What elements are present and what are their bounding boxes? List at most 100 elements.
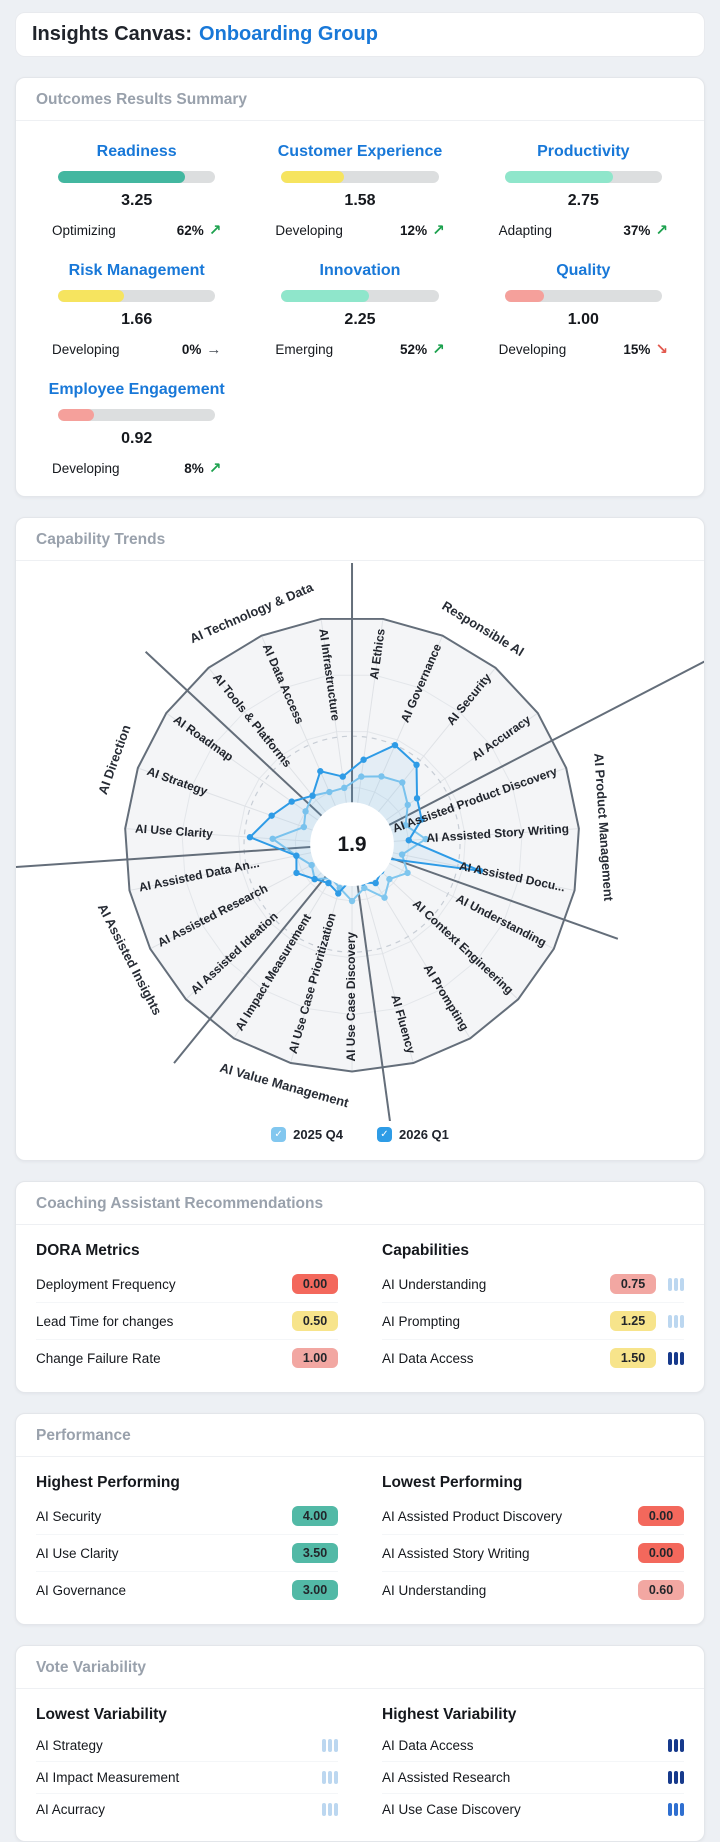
metric-status-row: Developing 8% ↗: [38, 461, 235, 476]
capability-trends-card: Capability Trends 1.9 AI Ethics AI Governa…: [15, 517, 705, 1162]
metric-status-label: Developing: [275, 223, 343, 238]
metric-status-row: Emerging 52% ↗: [261, 342, 458, 357]
performance-section-title: Performance: [16, 1414, 704, 1458]
vote-bars-icon: [668, 1277, 684, 1291]
table-row: AI Security 4.00: [36, 1498, 338, 1536]
radar-series-point: [326, 788, 333, 796]
checkbox-checked-icon[interactable]: ✓: [271, 1127, 287, 1143]
metric-tile-quality: Quality 1.00 Developing 15% ↘: [485, 252, 682, 357]
table-row: AI Strategy: [36, 1730, 338, 1763]
metric-value: 1.66: [121, 311, 153, 328]
coaching-columns: DORA Metrics Deployment Frequency 0.00 L…: [16, 1225, 704, 1392]
table-row: Deployment Frequency 0.00: [36, 1266, 338, 1304]
capabilities-title: Capabilities: [382, 1242, 469, 1260]
metric-status-label: Developing: [498, 342, 567, 357]
metric-title: Innovation: [319, 262, 401, 279]
table-row: AI Data Access: [382, 1730, 684, 1763]
metric-change: 15% ↘: [623, 342, 668, 357]
radar-series-point: [361, 884, 368, 892]
table-row: AI Assisted Product Discovery 0.00: [382, 1498, 684, 1536]
metric-value: 1.58: [344, 192, 376, 209]
table-row: AI Assisted Story Writing 0.00: [382, 1535, 684, 1573]
metric-progress-fill: [504, 171, 614, 183]
value-badge: 3.50: [292, 1543, 338, 1564]
value-badge: 4.00: [292, 1506, 338, 1527]
value-badge: 0.00: [292, 1274, 338, 1295]
metric-change: 52% ↗: [400, 342, 445, 357]
radar-group-divider: [351, 844, 391, 1122]
trend-icon: ↗: [208, 222, 222, 239]
metric-title: Employee Engagement: [48, 381, 225, 398]
value-badge: 0.75: [610, 1274, 656, 1295]
radar-series-point: [309, 792, 316, 799]
radar-series-point: [360, 756, 367, 763]
radar-series-point: [402, 821, 409, 829]
radar-series-point: [476, 867, 484, 874]
radar-series-point: [413, 795, 421, 802]
table-row: AI Data Access 1.50: [382, 1340, 684, 1376]
metric-title: Customer Experience: [277, 143, 443, 160]
metric-change-value: 12%: [400, 223, 428, 238]
metric-change-value: 62%: [176, 223, 204, 238]
value-badge: 1.50: [610, 1348, 656, 1369]
trends-section-title: Capability Trends: [16, 518, 704, 561]
metric-title: Risk Management: [68, 262, 205, 279]
metric-progress-track: [281, 290, 439, 302]
metric-change-value: 8%: [184, 461, 204, 476]
legend-item-2025-q4[interactable]: ✓ 2025 Q4: [271, 1127, 343, 1143]
table-row: Change Failure Rate 1.00: [36, 1340, 338, 1376]
legend-item-2026-q1[interactable]: ✓ 2026 Q1: [377, 1127, 449, 1143]
radar-series-point: [413, 761, 420, 769]
page-header: Insights Canvas: Onboarding Group: [15, 12, 705, 57]
metric-status-label: Emerging: [275, 342, 334, 357]
vote-bars-icon: [322, 1739, 338, 1753]
vote-bars-icon: [668, 1739, 684, 1753]
metric-progress-fill: [281, 290, 370, 302]
trend-icon: ↗: [432, 222, 445, 239]
metric-tile-readiness: Readiness 3.25 Optimizing 62% ↗: [38, 133, 235, 238]
radar-group-label: AI Product Management: [591, 753, 616, 903]
lowest-performing-column: Lowest Performing AI Assisted Product Di…: [382, 1461, 684, 1608]
checkbox-checked-icon[interactable]: ✓: [377, 1127, 392, 1143]
metric-status-row: Adapting 37% ↗: [485, 223, 682, 238]
metric-value: 2.25: [344, 311, 376, 328]
radar-center-circle: [310, 802, 394, 887]
table-row: AI Acurracy: [36, 1794, 338, 1825]
radar-series-point: [391, 741, 399, 749]
group-name-link[interactable]: Onboarding Group: [199, 23, 378, 45]
metric-change: 62% ↗: [177, 223, 222, 238]
vote-bars-icon: [668, 1771, 684, 1785]
radar-series-point: [378, 773, 385, 780]
metric-status-label: Adapting: [498, 223, 552, 238]
radar-center-value: 1.9: [337, 833, 366, 856]
radar-series-point: [288, 798, 295, 805]
metric-status-row: Optimizing 62% ↗: [38, 223, 235, 238]
coaching-recommendations-card: Coaching Assistant Recommendations DORA …: [15, 1181, 705, 1394]
radar-series-point: [311, 875, 318, 883]
radar-group-divider: [144, 651, 353, 845]
metric-progress-track: [58, 290, 216, 302]
metric-progress-track: [281, 171, 439, 183]
table-row: AI Assisted Research: [382, 1762, 684, 1795]
radar-series-point: [325, 879, 332, 887]
radar-grid-ring: [238, 731, 466, 959]
check-icon: ✓: [274, 1128, 283, 1140]
highest-performing-title: Highest Performing: [36, 1474, 180, 1492]
radar-axis-label: AI Use Case Discovery: [344, 932, 358, 1062]
vote-bars-icon: [322, 1803, 338, 1817]
highest-variability-title: Highest Variability: [382, 1706, 517, 1724]
highest-variability-column: Highest Variability AI Data Access AI As…: [382, 1693, 684, 1825]
table-row: AI Understanding 0.75: [382, 1266, 684, 1304]
table-row: Lead Time for changes 0.50: [36, 1303, 338, 1341]
radar-series-point: [405, 837, 412, 844]
metric-change: 0% →: [182, 342, 222, 357]
trend-icon: ↗: [655, 222, 668, 239]
performance-columns: Highest Performing AI Security 4.00 AI U…: [16, 1457, 704, 1624]
legend-label: 2025 Q4: [293, 1127, 343, 1143]
value-badge: 3.00: [292, 1580, 338, 1601]
metric-value: 0.92: [121, 430, 153, 447]
metric-change: 37% ↗: [623, 223, 668, 238]
radar-series-point: [293, 869, 300, 877]
metric-change-value: 15%: [623, 342, 651, 357]
radar-axis-label: AI Use Clarity: [135, 821, 214, 840]
